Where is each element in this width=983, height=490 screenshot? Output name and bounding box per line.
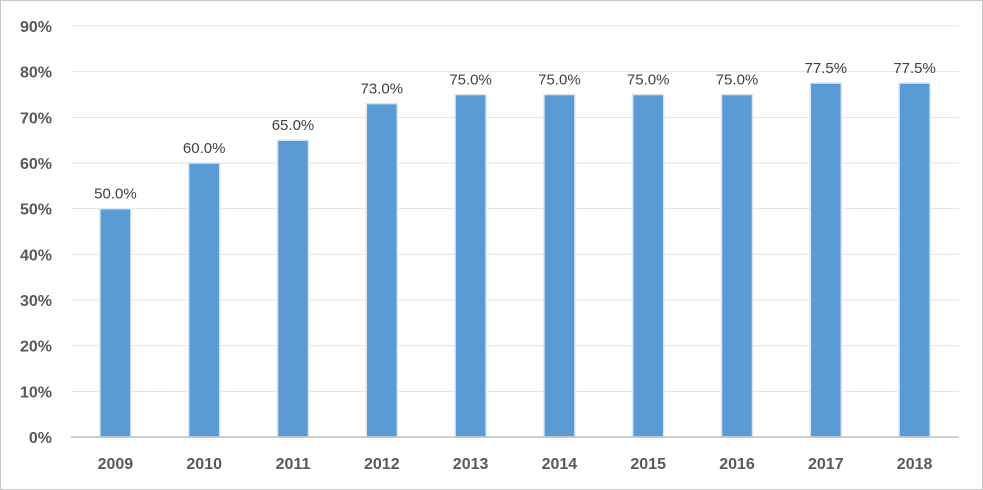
y-tick-label: 40% bbox=[20, 247, 52, 264]
x-axis-tick-labels: 2009 2010 2011 2012 2013 2014 2015 2016 2017 2018 bbox=[98, 456, 933, 473]
data-label-2014: 75.0% bbox=[538, 72, 581, 89]
data-labels: 50.0% 60.0% 65.0% 73.0% 75.0% 75.0% 75.0% 75.0%… bbox=[94, 60, 936, 203]
y-axis-tick-labels: 0% 10% 20% 30% 40% 50% 60% 70% 80% 90% bbox=[20, 19, 52, 447]
x-tick-label: 2017 bbox=[808, 456, 844, 473]
data-label-2013: 75.0% bbox=[449, 72, 492, 89]
bar-2018 bbox=[898, 82, 931, 438]
x-tick-label: 2010 bbox=[186, 456, 222, 473]
data-label-2017: 77.5% bbox=[805, 60, 848, 77]
x-tick-label: 2012 bbox=[364, 456, 400, 473]
y-tick-label: 20% bbox=[20, 339, 52, 356]
bar-2017 bbox=[809, 82, 843, 438]
bar-2010 bbox=[187, 162, 221, 438]
bar-2011 bbox=[276, 139, 310, 438]
bars bbox=[99, 82, 931, 438]
data-label-2010: 60.0% bbox=[183, 140, 226, 157]
y-tick-label: 80% bbox=[20, 65, 52, 82]
y-tick-label: 0% bbox=[29, 430, 52, 447]
data-label-2015: 75.0% bbox=[627, 72, 670, 89]
y-tick-label: 90% bbox=[20, 19, 52, 36]
bar-2016 bbox=[720, 93, 754, 438]
x-tick-label: 2009 bbox=[98, 456, 134, 473]
y-tick-label: 70% bbox=[20, 110, 52, 127]
data-label-2012: 73.0% bbox=[361, 81, 404, 98]
bar-2012 bbox=[365, 102, 399, 438]
data-label-2011: 65.0% bbox=[272, 117, 315, 134]
data-label-2016: 75.0% bbox=[716, 72, 759, 89]
y-tick-label: 10% bbox=[20, 384, 52, 401]
x-tick-label: 2011 bbox=[276, 456, 311, 473]
bar-2013 bbox=[454, 93, 487, 438]
data-label-2018: 77.5% bbox=[893, 60, 936, 77]
bar-2015 bbox=[631, 93, 665, 438]
x-tick-label: 2018 bbox=[897, 456, 933, 473]
y-tick-label: 50% bbox=[20, 202, 52, 219]
x-tick-label: 2015 bbox=[630, 456, 666, 473]
y-tick-label: 30% bbox=[20, 293, 52, 310]
y-tick-label: 60% bbox=[20, 156, 52, 173]
x-tick-label: 2016 bbox=[719, 456, 755, 473]
data-label-2009: 50.0% bbox=[94, 186, 137, 203]
bar-2014 bbox=[543, 93, 576, 438]
x-tick-label: 2013 bbox=[453, 456, 489, 473]
bar-2009 bbox=[99, 207, 132, 438]
x-tick-label: 2014 bbox=[542, 456, 578, 473]
